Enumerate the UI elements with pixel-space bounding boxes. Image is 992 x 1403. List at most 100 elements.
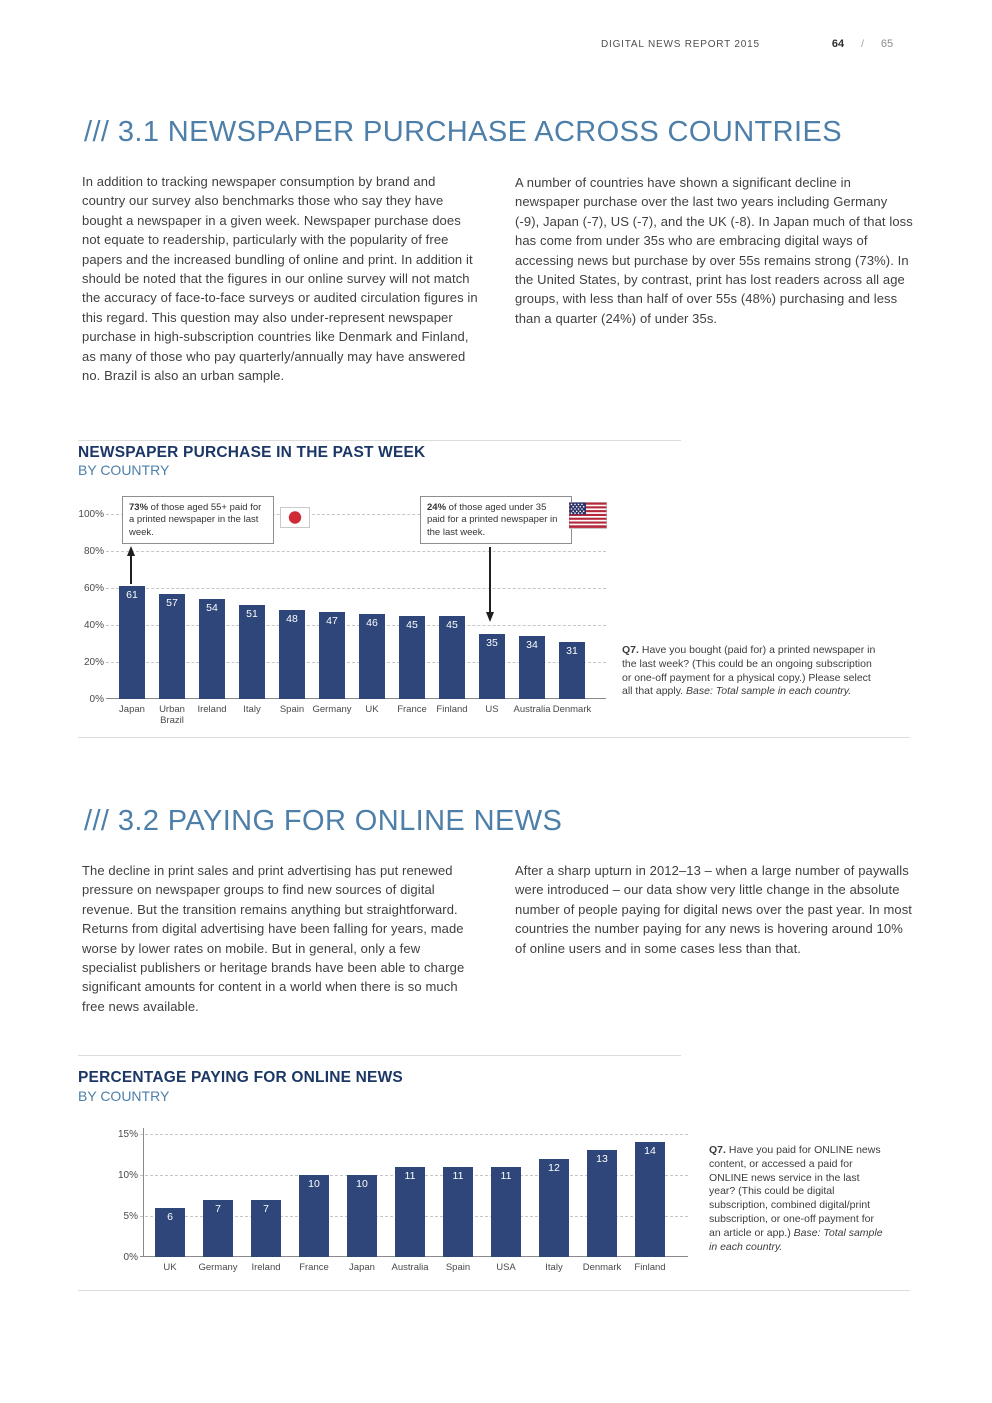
section-3-2-title: /// 3.2 PAYING FOR ONLINE NEWS (84, 805, 563, 837)
chart-1-subtitle: BY COUNTRY (78, 462, 170, 478)
x-axis-label: Urban Brazil (159, 704, 185, 726)
x-axis-label: Germany (312, 704, 352, 715)
section-3-1-title: /// 3.1 NEWSPAPER PURCHASE ACROSS COUNTR… (84, 116, 842, 148)
chart-2-plot: 15% 10% 5% 0% 6 UK 7 Germany 7 Ireland 10 France 10 J… (118, 1128, 688, 1273)
bar: 45 (439, 615, 465, 699)
bar-value: 7 (215, 1202, 221, 1215)
x-axis-label: UK (163, 1262, 177, 1273)
bar: 12 (539, 1158, 569, 1257)
x-axis-label: Japan (349, 1262, 375, 1273)
y-axis-tick-label: 10% (117, 1170, 138, 1181)
bar-value: 7 (263, 1202, 269, 1215)
arrow-line (130, 556, 132, 584)
y-axis-tick-label: 20% (83, 657, 104, 668)
bar-value: 54 (206, 602, 218, 615)
x-axis-label: France (299, 1262, 329, 1273)
note-question-number: Q7. (709, 1144, 726, 1156)
y-axis-tick-label: 15% (117, 1129, 138, 1140)
note-question-number: Q7. (622, 644, 639, 656)
gridline (106, 551, 606, 552)
bar: 47 (319, 612, 345, 699)
note-text: Have you bought (paid for) a printed new… (622, 644, 876, 698)
bar: 57 (159, 593, 185, 699)
bar-value: 11 (500, 1169, 512, 1182)
annotation-bold-value: 24% (427, 502, 447, 513)
bar: 7 (251, 1199, 281, 1257)
x-axis-label: US (485, 704, 499, 715)
bar: 34 (519, 636, 545, 699)
gridline (106, 662, 606, 663)
bar: 11 (443, 1166, 473, 1257)
section-3-2-right-paragraph: After a sharp upturn in 2012–13 – when a… (515, 863, 913, 956)
annotation-bold-value: 73% (129, 502, 149, 513)
annotation-text: of those aged 55+ paid for a printed new… (129, 502, 262, 538)
divider (78, 1290, 910, 1291)
y-axis-tick-label: 60% (83, 583, 104, 594)
y-axis-line (143, 1128, 144, 1257)
arrow-down-icon (485, 612, 494, 622)
chart-1-title: NEWSPAPER PURCHASE IN THE PAST WEEK (78, 444, 426, 461)
bar: 11 (491, 1166, 521, 1257)
x-axis-line (106, 698, 606, 699)
page-number-separator: / (861, 39, 864, 50)
x-axis-label: Ireland (251, 1262, 281, 1273)
page-header: DIGITAL NEWS REPORT 2015 64 / 65 (601, 38, 893, 50)
bar: 14 (635, 1142, 665, 1257)
note-base-text: Base: Total sample in each country. (686, 685, 852, 698)
bar-value: 48 (286, 613, 298, 626)
arrow-up-icon (126, 546, 135, 556)
bar-value: 45 (446, 618, 458, 631)
japan-flag-icon (280, 507, 310, 528)
bar: 54 (199, 599, 225, 699)
arrow-line (489, 547, 491, 613)
y-axis-tick-label: 0% (89, 694, 104, 705)
bar: 13 (587, 1150, 617, 1257)
y-axis-tick-label: 5% (123, 1211, 138, 1222)
bar: 61 (119, 586, 145, 699)
bar: 48 (279, 610, 305, 699)
divider (78, 737, 910, 738)
x-axis-label: Finland (634, 1262, 666, 1273)
x-axis-label: Denmark (552, 704, 592, 715)
bar-value: 6 (167, 1210, 173, 1223)
bar-value: 13 (596, 1153, 608, 1166)
bar-value: 35 (486, 637, 498, 650)
bar-value: 61 (126, 589, 138, 602)
y-axis-tick-label: 80% (83, 546, 104, 557)
bar-value: 12 (548, 1161, 560, 1174)
bar: 10 (347, 1175, 377, 1257)
divider (78, 1055, 681, 1056)
y-axis-tick-label: 0% (123, 1252, 138, 1263)
note-base-text: Base: Total sample in each country. (709, 1226, 883, 1253)
x-axis-label: USA (496, 1262, 516, 1273)
bar: 10 (299, 1175, 329, 1257)
x-axis-label: UK (365, 704, 379, 715)
annotation-text: of those aged under 35 paid for a printe… (427, 502, 558, 538)
chart-2-title: PERCENTAGE PAYING FOR ONLINE NEWS (78, 1069, 403, 1086)
section-3-1-right-paragraph: A number of countries have shown a signi… (515, 175, 913, 326)
x-axis-label: Spain (445, 1262, 471, 1273)
bar: 51 (239, 604, 265, 699)
chart-1-note: Q7. Have you bought (paid for) a printed… (622, 644, 880, 699)
x-axis-label: Australia (391, 1262, 429, 1273)
x-axis-label: Finland (436, 704, 468, 715)
x-axis-label: Japan (119, 704, 145, 715)
chart-1-plot: 100% 80% 60% 40% 20% 0% 61 Japan 57 Urban Brazil 5… (78, 509, 606, 726)
chart-1-annotation-japan: 73% of those aged 55+ paid for a printed… (122, 496, 274, 544)
y-axis-tick-label: 40% (83, 620, 104, 631)
bar-value: 31 (566, 644, 578, 657)
bar: 11 (395, 1166, 425, 1257)
gridline (106, 625, 606, 626)
page-number-next: 65 (880, 38, 894, 50)
bar-value: 51 (246, 607, 258, 620)
gridline (140, 1134, 688, 1135)
bar-value: 14 (644, 1145, 656, 1158)
bar-value: 34 (526, 639, 538, 652)
bar-value: 10 (356, 1178, 368, 1190)
chart-2-subtitle: BY COUNTRY (78, 1088, 170, 1104)
bar: 35 (479, 634, 505, 699)
bar: 45 (399, 615, 425, 699)
report-title: DIGITAL NEWS REPORT 2015 (601, 39, 760, 50)
x-axis-label: Australia (513, 704, 551, 715)
